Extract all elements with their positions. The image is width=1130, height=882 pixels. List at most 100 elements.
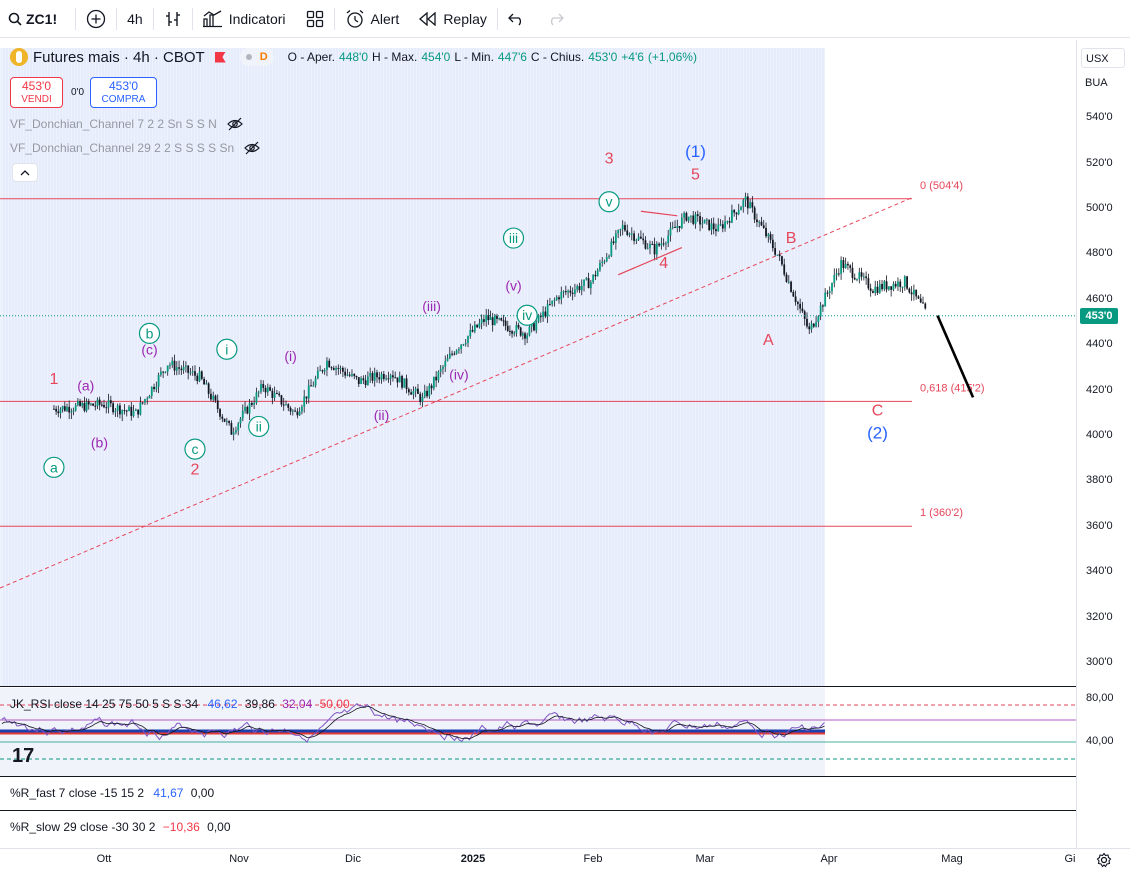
candle-body [437,371,440,381]
candle-body [885,281,888,290]
chart-canvas[interactable]: 0 (504'4) 0,618 (415'2) 1 (360'2) 1 (a) (b) a b… [0,40,1076,848]
candle-body [294,410,296,412]
indicators-icon [202,9,222,27]
candle-body [897,281,899,287]
candle-body [162,371,165,373]
candle-body [853,277,856,280]
candle-body [137,409,140,415]
pane-separator[interactable] [0,686,1130,687]
candle-body [346,374,349,376]
layouts-button[interactable] [296,0,334,38]
compare-button[interactable] [76,0,116,38]
candle-body [219,409,221,417]
indicators-label: Indicatori [228,10,286,27]
r-fast-legend[interactable]: %R_fast 7 close -15 15 2 41,67 0,00 [10,786,214,800]
redo-button[interactable] [536,0,574,38]
collapse-legend-button[interactable] [12,163,38,182]
candle-body [901,286,904,288]
candle-body [626,230,629,235]
candle-body [533,322,535,331]
candle-body [74,404,77,411]
sell-button[interactable]: 453'0 VENDI [10,77,63,108]
candle-body [214,395,217,401]
candle-body [72,410,75,412]
candle-body [216,400,219,410]
candle-body [562,291,565,293]
wave-label: (i) [284,348,296,364]
candle-body [66,406,68,411]
eye-hidden-icon[interactable] [244,141,261,155]
triangle-line-upper [640,210,678,217]
triangle-line-lower [617,247,683,276]
candle-body [571,292,574,294]
eye-hidden-icon[interactable] [226,117,243,131]
candle-body [241,410,244,419]
candle-body [273,392,276,398]
candle-body [323,369,326,372]
candle-body [669,227,672,236]
indicator-legend-donchian-29[interactable]: VF_Donchian_Channel 29 2 2 S S S S Sn [10,141,261,155]
candle-body [98,399,101,405]
candle-body [578,286,581,291]
candle-body [869,288,872,292]
candle-body [164,371,167,373]
rsi-value-1: 46,62 [207,697,238,711]
fib-level-label: 1 (360'2) [920,507,963,519]
candle-body [155,386,158,390]
candle-body [769,234,772,240]
candle-body [387,378,390,380]
pane-separator[interactable] [0,776,1130,777]
candle-body [851,267,854,278]
candle-body [619,229,622,231]
current-price-tag: 453'0 [1080,308,1118,324]
alert-button[interactable]: Alert [335,0,410,38]
gear-icon[interactable] [1096,852,1112,868]
candle-body [703,219,706,224]
candle-body [511,331,513,334]
tradingview-logo: 17 [12,745,34,767]
data-status-pill[interactable]: D [239,48,274,66]
candle-body [478,323,481,328]
candle-body [753,207,756,220]
wave-label-circle [184,438,206,460]
candle-body [614,233,617,244]
symbol-search-button[interactable]: ZC1! [0,0,75,38]
rsi-legend[interactable]: JK_RSI close 14 25 75 50 5 S S 34 46,62 … [10,697,350,711]
candle-body [171,360,174,366]
currency-button[interactable]: USX [1081,48,1125,68]
indicator-legend-donchian-7[interactable]: VF_Donchian_Channel 7 2 2 Sn S S N [10,117,243,131]
price-axis[interactable]: USX BUA 540'0 520'0 500'0 480'0 460'0 440'0 42… [1076,40,1130,848]
candle-body [519,327,522,336]
unit-button[interactable]: BUA [1085,77,1108,89]
candle-body [153,386,155,390]
candle-body [717,224,720,232]
candle-body [344,371,347,376]
candle-body [109,400,112,404]
undo-button[interactable] [498,0,536,38]
interval-button[interactable]: 4h [117,0,153,38]
candle-body [203,378,205,385]
candle-body [221,416,224,419]
candle-body [473,324,476,332]
candle-body [660,243,663,246]
r-slow-legend[interactable]: %R_slow 29 close -30 30 2 −10,36 0,00 [10,820,231,834]
candle-body [116,405,119,411]
pane-separator[interactable] [0,810,1130,811]
indicators-button[interactable]: Indicatori [193,0,296,38]
time-axis[interactable]: Ott Nov Dic 2025 Feb Mar Apr Mag Gi [0,848,1130,882]
replay-button[interactable]: Replay [409,0,497,38]
candle-body [883,281,886,290]
price-tick-label: 460'0 [1086,292,1113,305]
candle-body [567,290,569,293]
candle-body [924,303,927,309]
candle-body [790,281,792,292]
chart-type-button[interactable] [154,0,192,38]
candle-body [826,292,829,294]
candle-body [612,241,615,244]
candle-body [125,410,128,412]
candle-body [549,304,551,306]
candle-body [803,311,806,319]
buy-button[interactable]: 453'0 COMPRA [90,77,157,108]
candle-body [817,316,820,323]
candle-body [758,221,761,223]
